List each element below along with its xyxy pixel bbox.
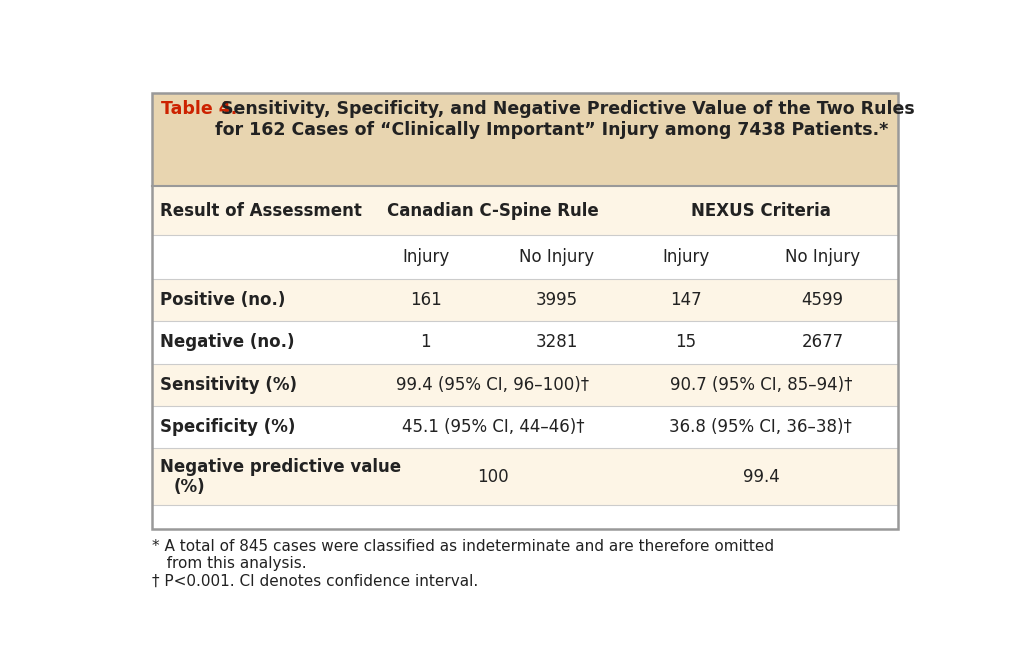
Text: Sensitivity, Specificity, and Negative Predictive Value of the Two Rules
for 162: Sensitivity, Specificity, and Negative P… xyxy=(214,100,914,139)
Text: 99.4 (95% CI, 96–100)†: 99.4 (95% CI, 96–100)† xyxy=(396,376,590,394)
Text: Result of Assessment: Result of Assessment xyxy=(160,202,361,220)
Text: from this analysis.: from this analysis. xyxy=(152,556,306,571)
Text: 1: 1 xyxy=(420,334,431,352)
Text: 45.1 (95% CI, 44–46)†: 45.1 (95% CI, 44–46)† xyxy=(401,418,585,436)
FancyBboxPatch shape xyxy=(152,364,898,406)
Text: 15: 15 xyxy=(675,334,696,352)
FancyBboxPatch shape xyxy=(152,279,898,322)
Text: 3281: 3281 xyxy=(536,334,578,352)
FancyBboxPatch shape xyxy=(152,186,898,235)
Text: Positive (no.): Positive (no.) xyxy=(160,291,285,309)
Text: Table 4.: Table 4. xyxy=(162,100,238,118)
FancyBboxPatch shape xyxy=(152,448,898,505)
FancyBboxPatch shape xyxy=(152,235,898,279)
Text: No Injury: No Injury xyxy=(784,248,860,266)
Text: Canadian C-Spine Rule: Canadian C-Spine Rule xyxy=(387,202,599,220)
Text: 3995: 3995 xyxy=(536,291,578,309)
Text: Negative predictive value: Negative predictive value xyxy=(160,458,400,476)
FancyBboxPatch shape xyxy=(152,322,898,364)
Text: * A total of 845 cases were classified as indeterminate and are therefore omitte: * A total of 845 cases were classified a… xyxy=(152,539,774,553)
Text: Injury: Injury xyxy=(662,248,710,266)
FancyBboxPatch shape xyxy=(152,406,898,448)
FancyBboxPatch shape xyxy=(152,93,898,186)
Text: Specificity (%): Specificity (%) xyxy=(160,418,295,436)
Text: 100: 100 xyxy=(477,468,509,486)
Text: 161: 161 xyxy=(410,291,441,309)
Text: 4599: 4599 xyxy=(802,291,844,309)
Text: 2677: 2677 xyxy=(802,334,844,352)
Text: Sensitivity (%): Sensitivity (%) xyxy=(160,376,297,394)
Text: 90.7 (95% CI, 85–94)†: 90.7 (95% CI, 85–94)† xyxy=(670,376,852,394)
Text: 99.4: 99.4 xyxy=(742,468,779,486)
Text: † P<0.001. CI denotes confidence interval.: † P<0.001. CI denotes confidence interva… xyxy=(152,574,478,589)
Text: NEXUS Criteria: NEXUS Criteria xyxy=(691,202,830,220)
Text: Injury: Injury xyxy=(402,248,450,266)
Text: 36.8 (95% CI, 36–38)†: 36.8 (95% CI, 36–38)† xyxy=(670,418,852,436)
Text: No Injury: No Injury xyxy=(519,248,594,266)
Text: 147: 147 xyxy=(670,291,701,309)
Text: (%): (%) xyxy=(174,478,206,496)
Text: Negative (no.): Negative (no.) xyxy=(160,334,294,352)
